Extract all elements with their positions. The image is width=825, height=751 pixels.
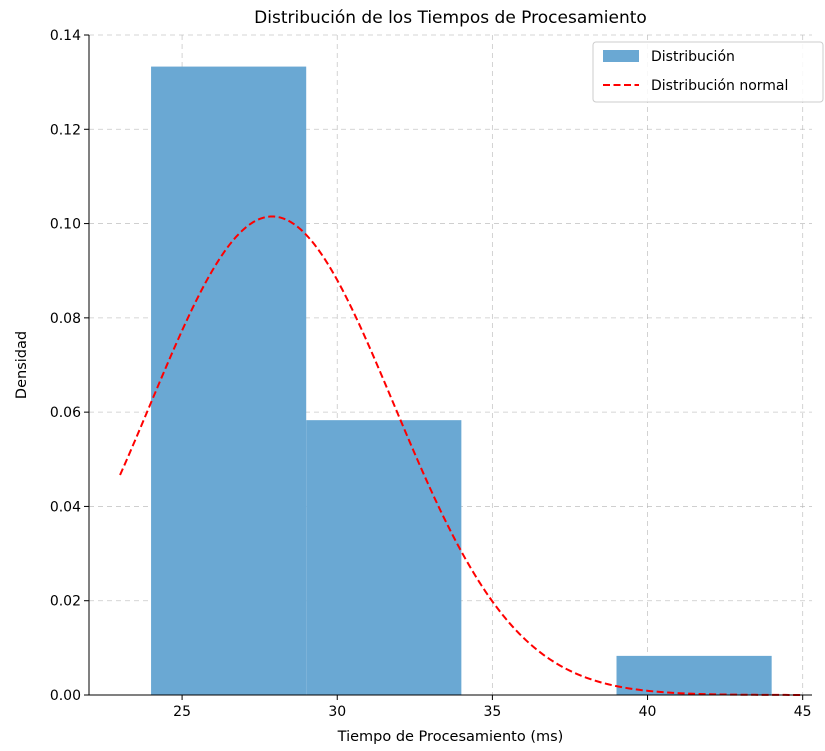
x-axis-label: Tiempo de Procesamiento (ms) (337, 729, 564, 745)
y-ticks: 0.00 0.02 0.04 0.06 0.08 0.10 0.12 0.14 (50, 28, 89, 704)
y-axis-label: Densidad (14, 331, 30, 399)
legend-label-histogram: Distribución (651, 49, 735, 65)
chart-title: Distribución de los Tiempos de Procesami… (254, 8, 647, 28)
legend: Distribución Distribución normal (592, 41, 824, 103)
y-tick-label: 0.12 (50, 122, 81, 138)
y-tick-label: 0.10 (50, 217, 81, 233)
histogram-bars (151, 66, 772, 696)
legend-label-normal-curve: Distribución normal (651, 78, 788, 94)
y-tick-label: 0.08 (50, 311, 81, 327)
x-tick-label: 40 (639, 704, 657, 720)
x-tick-label: 30 (328, 704, 346, 720)
y-tick-label: 0.02 (50, 594, 81, 610)
legend-swatch-histogram (603, 50, 639, 62)
normal-curve-line (119, 215, 803, 696)
y-tick-label: 0.14 (50, 28, 81, 44)
normal-curve-group (119, 215, 803, 696)
x-ticks: 25 30 35 40 45 (173, 695, 812, 720)
x-tick-label: 25 (173, 704, 191, 720)
legend-box (592, 41, 824, 103)
y-tick-label: 0.00 (50, 688, 81, 704)
y-tick-label: 0.04 (50, 499, 81, 515)
histogram-bar (151, 66, 307, 696)
x-tick-label: 45 (794, 704, 812, 720)
x-tick-label: 35 (483, 704, 501, 720)
axes (88, 35, 812, 696)
histogram-bar (306, 420, 462, 695)
histogram-bar (616, 655, 772, 695)
y-tick-label: 0.06 (50, 405, 81, 421)
